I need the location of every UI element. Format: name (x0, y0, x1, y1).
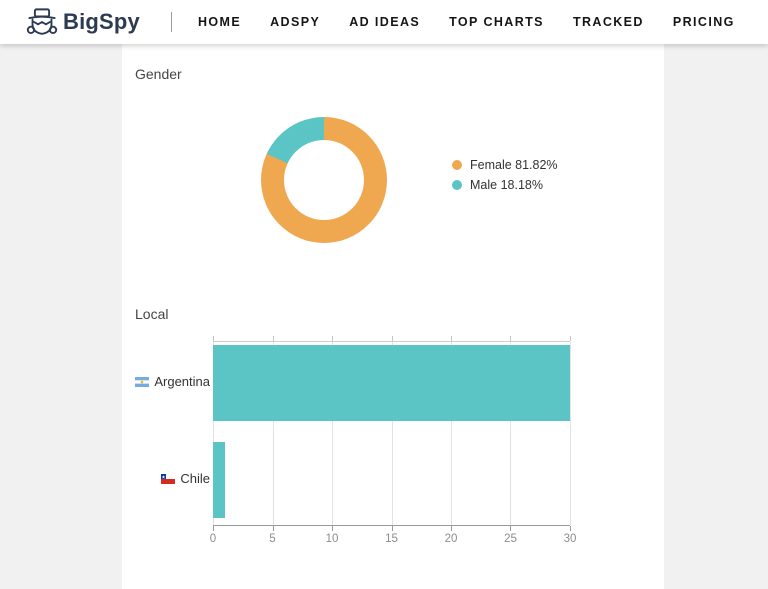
x-tick-label-5: 5 (269, 533, 276, 545)
local-section-title: Local (135, 306, 169, 322)
bottom-tick (451, 526, 452, 531)
x-tick-label-30: 30 (563, 533, 577, 545)
bigspy-logo[interactable]: BigSpy (26, 0, 140, 44)
gridline-30 (570, 342, 571, 525)
x-tick-label-20: 20 (444, 533, 458, 545)
bottom-tick (391, 526, 393, 531)
content-card: Gender Female 81.82% Male 18.18% Local (122, 44, 664, 589)
brand-name: BigSpy (63, 9, 140, 34)
bottom-tick (213, 526, 214, 531)
bottom-tick (331, 526, 333, 531)
top-tick (510, 336, 512, 341)
male-dot-icon (452, 180, 462, 190)
gender-section-title: Gender (135, 66, 182, 82)
x-tick-label-0: 0 (209, 533, 217, 545)
category-label-argentina: Argentina (122, 374, 210, 389)
bottom-tick (570, 526, 571, 531)
argentina-flag-icon (135, 376, 150, 387)
gridline-15 (391, 342, 393, 525)
x-tick-label-25: 25 (504, 533, 517, 545)
nav-item-pricing[interactable]: PRICING (672, 15, 735, 29)
nav-item-home[interactable]: HOME (198, 15, 242, 29)
bottom-tick (510, 526, 512, 531)
gridline-0 (213, 342, 214, 525)
top-tick (451, 336, 452, 341)
gridline-5 (272, 342, 274, 525)
legend-label-male: Male 18.18% (470, 178, 543, 192)
gridline-10 (331, 342, 333, 525)
top-tick (391, 336, 393, 341)
top-tick (570, 336, 571, 341)
gridline-20 (451, 342, 452, 525)
local-bar-chart-plot (213, 336, 571, 531)
chile-flag-icon (161, 473, 176, 484)
x-tick-label-15: 15 (385, 533, 398, 545)
argentina-label: Argentina (154, 374, 210, 389)
legend-label-female: Female 81.82% (470, 158, 558, 172)
x-axis-labels: 0 5 10 15 20 25 30 (209, 533, 577, 547)
female-dot-icon (452, 160, 462, 170)
top-tick (272, 336, 274, 341)
gender-donut (261, 117, 387, 243)
nav-item-top-charts[interactable]: TOP CHARTS (449, 15, 544, 29)
gridline-25 (510, 342, 512, 525)
top-tick (331, 336, 333, 341)
nav-item-adspy[interactable]: ADSPY (270, 15, 321, 29)
nav-item-ad-ideas[interactable]: AD IDEAS (349, 15, 421, 29)
argentina-bar[interactable] (213, 345, 570, 421)
x-tick-label-10: 10 (325, 533, 339, 545)
top-navbar: BigSpy HOME ADSPY AD IDEAS TOP CHARTS TR… (0, 0, 768, 44)
nav-item-tracked[interactable]: TRACKED (572, 15, 644, 29)
category-label-chile: Chile (122, 471, 210, 486)
nav-divider (171, 12, 172, 32)
spy-icon (26, 7, 58, 37)
bottom-tick (272, 526, 274, 531)
legend-item-female[interactable]: Female 81.82% (452, 158, 558, 172)
gender-legend: Female 81.82% Male 18.18% (452, 158, 558, 192)
top-tick (213, 336, 214, 341)
chile-label: Chile (180, 471, 210, 486)
nav-links: HOME ADSPY AD IDEAS TOP CHARTS TRACKED P… (198, 0, 735, 44)
chile-bar[interactable] (213, 442, 225, 518)
legend-item-male[interactable]: Male 18.18% (452, 178, 558, 192)
